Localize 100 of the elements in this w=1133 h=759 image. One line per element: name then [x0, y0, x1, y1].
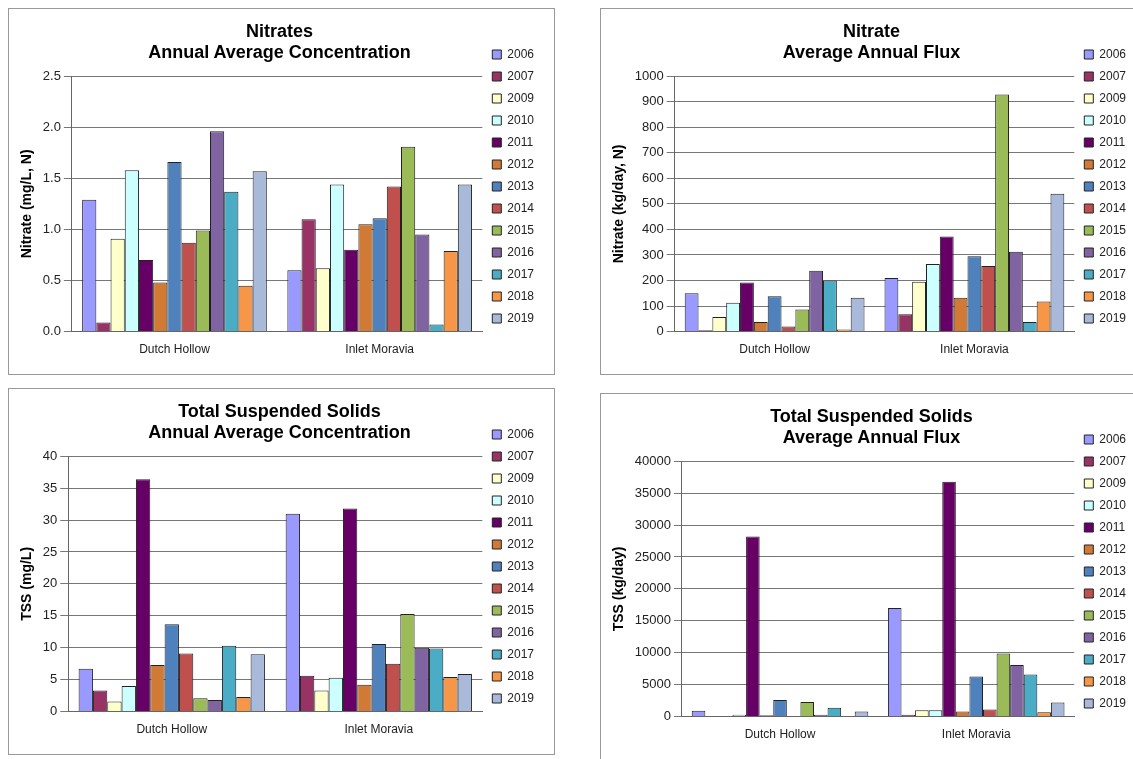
x-tick-label: Dutch Hollow [139, 342, 211, 357]
legend-label: 2019 [507, 690, 535, 705]
legend-label: 2014 [507, 580, 535, 595]
legend-label: 2006 [507, 426, 535, 441]
y-tick-label: 500 [642, 195, 664, 211]
legend-label: 2013 [1099, 563, 1127, 578]
y-tick-label: 900 [642, 93, 664, 109]
legend-label: 2007 [507, 68, 535, 83]
legend-label: 2017 [507, 646, 535, 661]
y-tick-label: 1000 [634, 67, 664, 83]
y-tick-label: 5 [50, 671, 58, 687]
y-axis-title: Nitrate (kg/day, N) [610, 144, 627, 264]
x-tick-label: Inlet Moravia [940, 342, 1010, 357]
y-tick-label: 0.0 [42, 323, 61, 339]
y-tick-label: 20000 [634, 580, 671, 596]
y-tick-label: 700 [642, 144, 664, 160]
chart-title: Total Suspended Solids [770, 405, 973, 426]
chart-subtitle: Annual Average Concentration [148, 42, 411, 63]
y-tick-label: 35 [42, 479, 58, 495]
legend-label: 2014 [507, 200, 535, 215]
y-tick-label: 0 [663, 708, 671, 724]
legend-label: 2011 [507, 514, 534, 529]
legend-label: 2014 [1099, 585, 1127, 600]
y-tick-label: 200 [642, 272, 664, 288]
legend-label: 2018 [507, 668, 535, 683]
legend-label: 2010 [507, 492, 535, 507]
legend-label: 2018 [1099, 288, 1127, 303]
legend-label: 2016 [1099, 244, 1127, 259]
legend-label: 2018 [1099, 673, 1127, 688]
legend-label: 2013 [507, 178, 535, 193]
legend-label: 2010 [507, 112, 535, 127]
y-axis-title: Nitrate (mg/L, N) [18, 149, 35, 259]
legend-label: 2012 [507, 156, 535, 171]
legend-label: 2006 [1099, 46, 1127, 61]
legend-label: 2013 [1099, 178, 1127, 193]
y-tick-label: 40 [42, 447, 58, 463]
legend-label: 2019 [507, 310, 535, 325]
legend-label: 2017 [1099, 266, 1127, 281]
x-tick-label: Dutch Hollow [744, 727, 816, 742]
y-tick-label: 10000 [634, 644, 671, 660]
legend-label: 2009 [1099, 475, 1127, 490]
chart-title: Nitrates [245, 20, 314, 41]
x-tick-label: Dutch Hollow [739, 342, 811, 357]
legend-label: 2012 [1099, 541, 1127, 556]
y-tick-label: 30 [42, 511, 58, 527]
y-tick-label: 25 [42, 543, 58, 559]
legend-label: 2009 [507, 90, 535, 105]
chart-subtitle: Annual Average Concentration [148, 422, 411, 443]
legend-label: 2011 [1099, 134, 1126, 149]
y-tick-label: 2.0 [42, 118, 61, 134]
y-tick-label: 5000 [642, 676, 671, 692]
legend-label: 2010 [1099, 497, 1127, 512]
legend-label: 2016 [507, 244, 535, 259]
legend-label: 2019 [1099, 695, 1127, 710]
legend-label: 2011 [507, 134, 534, 149]
legend-label: 2009 [507, 470, 535, 485]
legend-label: 2018 [507, 288, 535, 303]
y-tick-label: 30000 [634, 516, 671, 532]
y-tick-label: 35000 [634, 484, 671, 500]
legend-label: 2016 [1099, 629, 1127, 644]
chart-title: Nitrate [842, 20, 901, 41]
y-tick-label: 0.5 [42, 272, 61, 288]
legend-label: 2017 [507, 266, 535, 281]
legend-label: 2012 [507, 536, 535, 551]
y-tick-label: 2.5 [42, 67, 61, 83]
legend-label: 2017 [1099, 651, 1127, 666]
chart-title: Total Suspended Solids [178, 400, 381, 421]
x-tick-label: Dutch Hollow [136, 722, 208, 737]
chart-subtitle: Average Annual Flux [782, 42, 961, 63]
y-tick-label: 300 [642, 246, 664, 262]
y-tick-label: 0 [50, 703, 58, 719]
legend-label: 2006 [1099, 431, 1127, 446]
y-tick-label: 10 [42, 639, 58, 655]
legend-label: 2013 [507, 558, 535, 573]
y-tick-label: 600 [642, 169, 664, 185]
legend-label: 2007 [1099, 453, 1127, 468]
y-tick-label: 100 [642, 297, 664, 313]
y-axis-title: TSS (kg/day) [610, 546, 627, 632]
y-tick-label: 1.0 [42, 221, 61, 237]
legend-label: 2019 [1099, 310, 1127, 325]
y-tick-label: 1.5 [42, 169, 61, 185]
legend-label: 2011 [1099, 519, 1126, 534]
chart-subtitle: Average Annual Flux [782, 427, 961, 448]
y-tick-label: 20 [42, 575, 58, 591]
y-tick-label: 15000 [634, 612, 671, 628]
legend-label: 2006 [507, 46, 535, 61]
legend-label: 2015 [507, 222, 535, 237]
y-tick-label: 800 [642, 118, 664, 134]
legend-label: 2007 [507, 448, 535, 463]
legend-label: 2010 [1099, 112, 1127, 127]
y-axis-title: TSS (mg/L) [18, 546, 35, 621]
x-tick-label: Inlet Moravia [344, 722, 414, 737]
y-tick-label: 400 [642, 221, 664, 237]
x-tick-label: Inlet Moravia [345, 342, 415, 357]
legend-label: 2015 [1099, 607, 1127, 622]
legend-label: 2015 [1099, 222, 1127, 237]
legend-label: 2014 [1099, 200, 1127, 215]
legend-label: 2007 [1099, 68, 1127, 83]
y-tick-label: 15 [42, 607, 58, 623]
y-tick-label: 25000 [634, 548, 671, 564]
